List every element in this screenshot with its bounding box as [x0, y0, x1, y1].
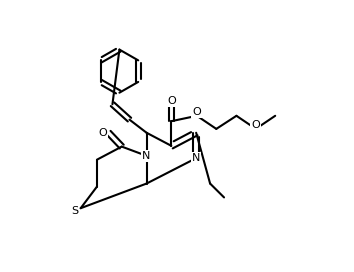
Text: O: O	[193, 107, 201, 117]
Text: O: O	[98, 128, 107, 138]
Text: O: O	[167, 96, 176, 106]
Text: N: N	[192, 153, 200, 163]
Text: S: S	[71, 206, 78, 216]
Text: O: O	[251, 120, 260, 130]
Text: N: N	[142, 151, 151, 161]
